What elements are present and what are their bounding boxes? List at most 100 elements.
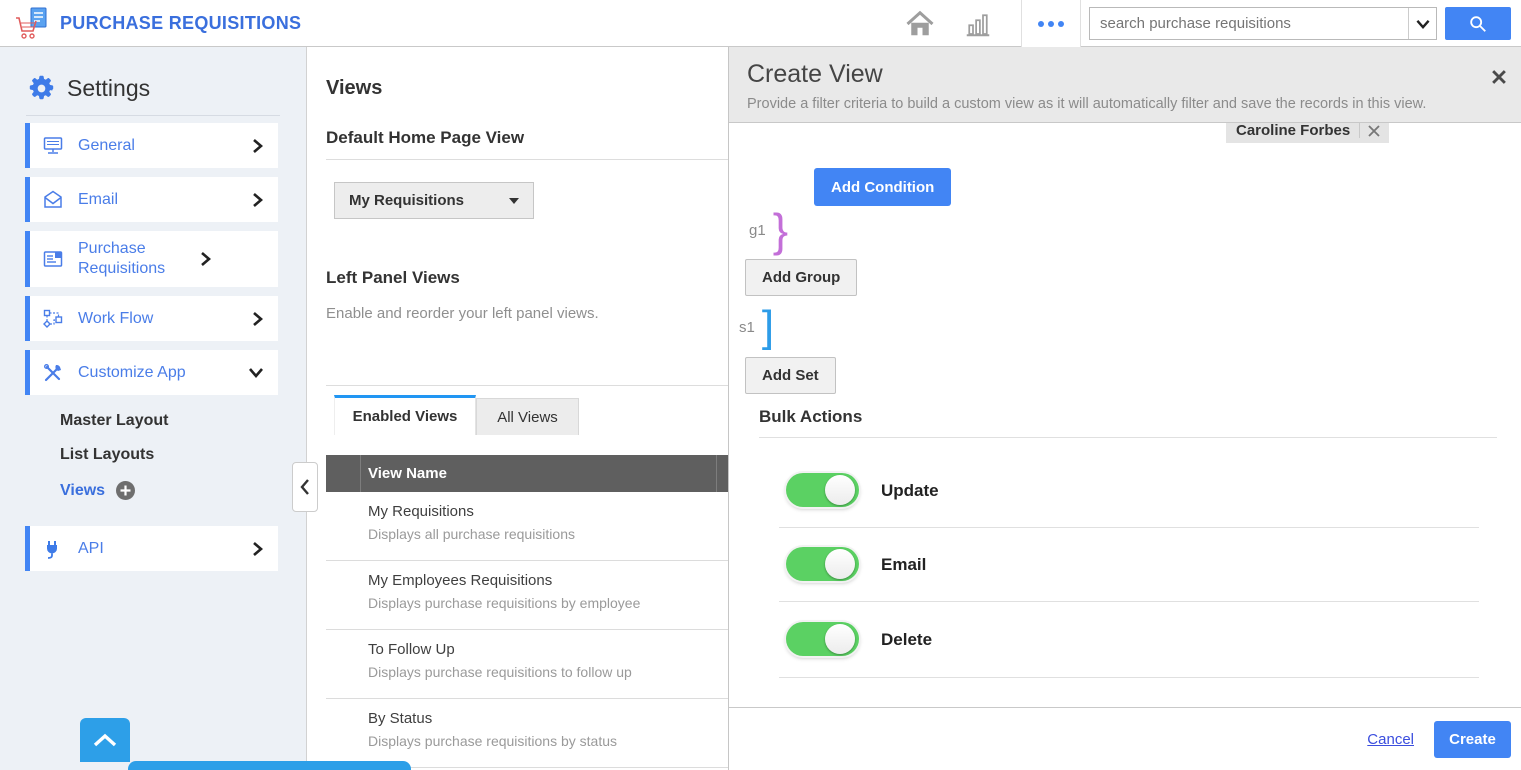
toggle-email[interactable]	[786, 547, 859, 581]
panel-body: Caroline Forbes Add Condition g1 } Add G…	[729, 123, 1521, 707]
table-row[interactable]: By Status Displays purchase requisitions…	[326, 699, 926, 768]
toggle-update[interactable]	[786, 473, 859, 507]
search-scope-dropdown[interactable]	[1408, 8, 1436, 39]
divider	[779, 677, 1479, 678]
accent-bar	[25, 231, 30, 287]
sidebar-item-purchase-requisitions[interactable]: Purchase Requisitions	[25, 231, 278, 287]
sidebar-item-label: API	[78, 539, 104, 557]
scroll-top-button[interactable]	[80, 718, 130, 762]
default-view-dropdown[interactable]: My Requisitions	[334, 182, 534, 219]
search-button[interactable]	[1445, 7, 1511, 40]
group-id: g1	[749, 221, 766, 239]
document-icon	[42, 248, 66, 270]
sidebar-item-email[interactable]: Email	[25, 177, 278, 222]
add-group-button[interactable]: Add Group	[745, 259, 858, 296]
toggle-label-delete: Delete	[881, 630, 933, 649]
add-view-button[interactable]	[115, 480, 136, 501]
accent-bar	[25, 350, 30, 395]
view-name: My Requisitions	[368, 503, 474, 520]
cart-document-logo-icon	[16, 7, 47, 39]
app-logo[interactable]: PURCHASE REQUISITIONS	[12, 3, 301, 43]
create-button[interactable]: Create	[1434, 720, 1511, 758]
panel-subtitle: Provide a filter criteria to build a cus…	[747, 96, 1427, 112]
tab-label: Enabled Views	[352, 408, 458, 425]
table-row[interactable]: My Requisitions Displays all purchase re…	[326, 492, 926, 561]
settings-sidebar: Settings General Email	[0, 47, 306, 770]
column-header-view-name: View Name	[368, 465, 447, 482]
tab-all-views[interactable]: All Views	[476, 398, 579, 435]
close-panel-button[interactable]	[1490, 68, 1508, 89]
filter-value-chip: Caroline Forbes	[1226, 123, 1390, 143]
view-name: By Status	[368, 710, 433, 727]
sidebar-item-customize-app[interactable]: Customize App	[25, 350, 278, 395]
view-description: Displays purchase requisitions by employ…	[368, 595, 641, 611]
chevron-right-icon	[250, 137, 265, 155]
accent-bar	[25, 296, 30, 341]
table-row[interactable]: My Employees Requisitions Displays purch…	[326, 561, 926, 630]
divider	[779, 527, 1479, 528]
sidebar-collapse-handle[interactable]	[292, 462, 318, 512]
toggle-knob	[825, 475, 855, 505]
table-row[interactable]: To Follow Up Displays purchase requisiti…	[326, 630, 926, 699]
home-button[interactable]	[905, 10, 935, 38]
caret-down-icon	[509, 197, 519, 204]
sidebar-item-label: Purchase Requisitions	[78, 240, 166, 277]
accent-bar	[25, 177, 30, 222]
view-description: Displays purchase requisitions to follow…	[368, 664, 632, 680]
settings-title: Settings	[67, 75, 151, 101]
search-icon	[1470, 15, 1486, 32]
sidebar-item-label: General	[78, 136, 135, 154]
accent-bar	[25, 123, 30, 168]
remove-chip-button[interactable]	[1359, 123, 1383, 138]
sidebar-subitem-master-layout[interactable]: Master Layout	[60, 404, 306, 438]
ellipsis-icon	[1038, 20, 1064, 27]
plug-icon	[42, 538, 66, 560]
panel-title: Create View	[747, 60, 883, 88]
subitem-label: List Layouts	[60, 446, 155, 463]
create-view-panel: Create View Provide a filter criteria to…	[728, 47, 1521, 770]
monitor-icon	[42, 135, 66, 157]
set-bracket: ]	[761, 302, 775, 351]
set-id: s1	[739, 318, 755, 336]
toggle-delete[interactable]	[786, 622, 859, 656]
more-menu-button[interactable]	[1021, 0, 1081, 47]
view-description: Displays purchase requisitions by status	[368, 733, 618, 749]
divider	[26, 115, 280, 116]
view-name: My Employees Requisitions	[368, 572, 553, 589]
toggle-label-email: Email	[881, 555, 927, 574]
group-brace: }	[772, 204, 789, 256]
close-icon	[1492, 70, 1506, 84]
home-icon	[906, 10, 934, 35]
sidebar-subitem-views[interactable]: Views	[60, 472, 306, 509]
sidebar-item-general[interactable]: General	[25, 123, 278, 168]
view-description: Displays all purchase requisitions	[368, 526, 575, 542]
sidebar-subitem-list-layouts[interactable]: List Layouts	[60, 438, 306, 472]
tab-enabled-views[interactable]: Enabled Views	[334, 395, 476, 435]
add-set-button[interactable]: Add Set	[745, 357, 836, 394]
sidebar-item-work-flow[interactable]: Work Flow	[25, 296, 278, 341]
customize-app-sublist: Master Layout List Layouts Views	[0, 404, 306, 509]
chevron-left-icon	[300, 479, 309, 495]
chevron-right-icon	[198, 250, 213, 268]
sidebar-item-label: Customize App	[78, 363, 186, 381]
tab-label: All Views	[497, 408, 558, 426]
toggle-knob	[825, 549, 855, 579]
set-marker: s1 ]	[739, 304, 774, 350]
add-condition-button[interactable]: Add Condition	[814, 168, 952, 206]
header-actions	[905, 0, 1511, 47]
toggle-label-update: Update	[881, 481, 939, 500]
app-title: PURCHASE REQUISITIONS	[60, 12, 302, 33]
sidebar-item-label: Work Flow	[78, 309, 154, 327]
reports-button[interactable]	[963, 10, 993, 38]
bottom-collapsed-bar[interactable]	[128, 761, 411, 770]
sidebar-item-api[interactable]: API	[25, 526, 278, 571]
views-tabs: Enabled Views All Views	[334, 395, 1521, 435]
cancel-link[interactable]: Cancel	[1367, 730, 1414, 748]
bulk-actions-heading: Bulk Actions	[759, 407, 863, 426]
chevron-right-icon	[250, 191, 265, 209]
search-input[interactable]	[1090, 8, 1408, 39]
gear-icon	[29, 75, 54, 100]
group-marker: g1 }	[749, 205, 788, 255]
left-panel-views-description: Enable and reorder your left panel views…	[326, 305, 599, 322]
